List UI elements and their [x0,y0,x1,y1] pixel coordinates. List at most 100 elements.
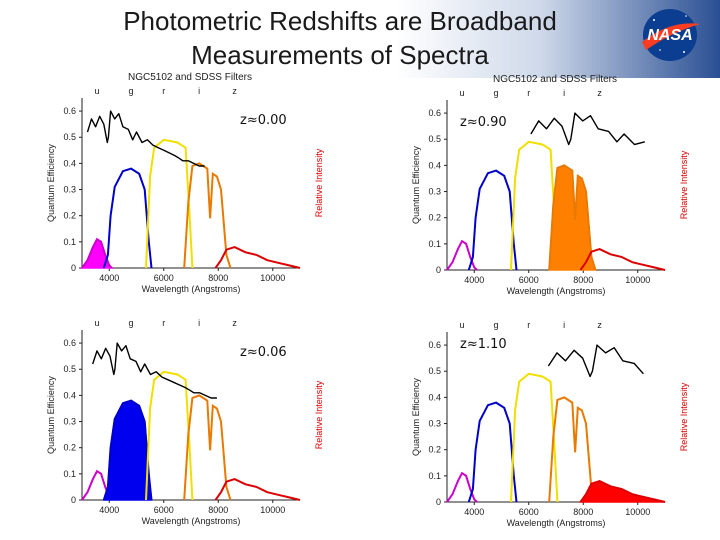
band-label-g: g [129,318,134,328]
y-tick-label: 0.5 [428,134,441,144]
filter-i-curve [548,164,597,271]
band-label-g: g [494,320,499,330]
band-label-z: z [232,318,237,328]
band-label-r: r [527,320,530,330]
filter-z-curve [579,248,666,271]
x-tick-label: 10000 [260,505,285,515]
y-tick-label: 0 [436,265,441,275]
filter-i-curve [548,396,597,503]
y-axis-label-left: Quantum Efficiency [46,144,56,222]
panel-z006: 0 0.1 0.2 0.3 0.4 0.5 0.6 4000 6000 8000 10000 Wave… [40,300,340,535]
x-tick-label: 4000 [464,275,484,285]
y-tick-label: 0.1 [428,471,441,481]
y-axis-label-left: Quantum Efficiency [46,376,56,454]
y-tick-label: 0.2 [63,211,76,221]
spectrum-chart: NGC5102 and SDSS Filters 0 0.1 0.2 0.3 0.4 0.5… [411,74,689,296]
panel-z110: 0 0.1 0.2 0.3 0.4 0.5 0.6 4000 6000 8000 10000 Wave… [405,302,705,537]
x-tick-label: 8000 [208,273,228,283]
y-tick-label: 0.6 [63,106,76,116]
x-tick-label: 8000 [573,275,593,285]
y-axis-label-left: Quantum Efficiency [411,146,421,224]
x-axis-label: Wavelength (Angstroms) [142,284,241,294]
galaxy-spectrum [86,110,205,167]
filter-u-curve [81,237,113,269]
x-tick-label: 6000 [519,275,539,285]
filter-z-curve [214,246,301,269]
band-label-r: r [162,86,165,96]
band-label-z: z [597,320,602,330]
band-label-z: z [597,88,602,98]
chart-title: NGC5102 and SDSS Filters [128,72,252,83]
filter-u-curve [446,471,478,503]
y-tick-label: 0.2 [428,213,441,223]
x-tick-label: 8000 [573,507,593,517]
y-tick-label: 0.5 [63,364,76,374]
y-tick-label: 0.3 [63,417,76,427]
spectrum-chart: 0 0.1 0.2 0.3 0.4 0.5 0.6 4000 6000 8000 10000 Wave… [411,320,689,528]
band-label-u: u [94,318,99,328]
spectrum-chart: NGC5102 and SDSS Filters 0 0.1 0.2 0.3 0.4 0.5… [46,72,324,294]
y-tick-label: 0.3 [428,187,441,197]
x-tick-label: 4000 [99,273,119,283]
band-label-u: u [459,88,464,98]
slide-title: Photometric Redshifts are Broadband Meas… [123,6,557,70]
y-tick-label: 0 [436,497,441,507]
x-tick-label: 8000 [208,505,228,515]
filter-g-curve [467,169,518,271]
y-tick-label: 0.4 [63,158,76,168]
svg-text:NASA: NASA [647,27,692,44]
filter-g-curve [102,167,153,269]
redshift-label: z≈0.00 [240,113,287,128]
y-axis-label-left: Quantum Efficiency [411,378,421,456]
y-tick-label: 0.4 [428,392,441,402]
x-tick-label: 10000 [625,275,650,285]
filter-i-curve [183,162,232,269]
y-tick-label: 0.5 [63,132,76,142]
y-tick-label: 0 [71,495,76,505]
x-tick-label: 6000 [154,505,174,515]
filter-u-curve [446,239,478,271]
nasa-logo: NASA [636,6,704,64]
y-axis-label-right: Relative Intensity [679,150,689,219]
y-tick-label: 0.3 [63,185,76,195]
redshift-label: z≈1.10 [460,337,507,352]
y-tick-label: 0.6 [428,108,441,118]
filter-z-curve [214,478,301,501]
y-tick-label: 0.3 [428,419,441,429]
x-axis-label: Wavelength (Angstroms) [507,286,606,296]
galaxy-spectrum [92,342,217,399]
redshift-label: z≈0.06 [240,345,287,360]
panel-z0: NGC5102 and SDSS Filters 0 0.1 0.2 0.3 0.4 0.5… [40,68,340,303]
y-tick-label: 0.1 [63,469,76,479]
y-axis-label-right: Relative Intensity [679,382,689,451]
x-tick-label: 4000 [464,507,484,517]
filter-g-curve [102,399,153,501]
y-tick-label: 0.1 [428,239,441,249]
band-label-u: u [459,320,464,330]
y-tick-label: 0.6 [63,338,76,348]
y-tick-label: 0.4 [428,160,441,170]
y-tick-label: 0.5 [428,366,441,376]
band-label-g: g [129,86,134,96]
band-label-i: i [198,86,200,96]
filter-g-curve [467,401,518,503]
filter-z-curve [579,480,666,503]
galaxy-spectrum [530,112,645,146]
y-tick-label: 0.2 [428,445,441,455]
x-tick-label: 10000 [625,507,650,517]
band-label-i: i [563,320,565,330]
y-tick-label: 0.2 [63,443,76,453]
band-label-i: i [198,318,200,328]
x-tick-label: 6000 [154,273,174,283]
x-axis-label: Wavelength (Angstroms) [507,518,606,528]
chart-title: NGC5102 and SDSS Filters [493,74,617,85]
x-tick-label: 6000 [519,507,539,517]
band-label-g: g [494,88,499,98]
band-label-r: r [527,88,530,98]
band-label-z: z [232,86,237,96]
y-tick-label: 0.6 [428,340,441,350]
panel-z090: NGC5102 and SDSS Filters 0 0.1 0.2 0.3 0.4 0.5… [405,70,705,305]
spectrum-chart: 0 0.1 0.2 0.3 0.4 0.5 0.6 4000 6000 8000 10000 Wave… [46,318,324,526]
title-banner [0,0,720,78]
x-axis-label: Wavelength (Angstroms) [142,516,241,526]
